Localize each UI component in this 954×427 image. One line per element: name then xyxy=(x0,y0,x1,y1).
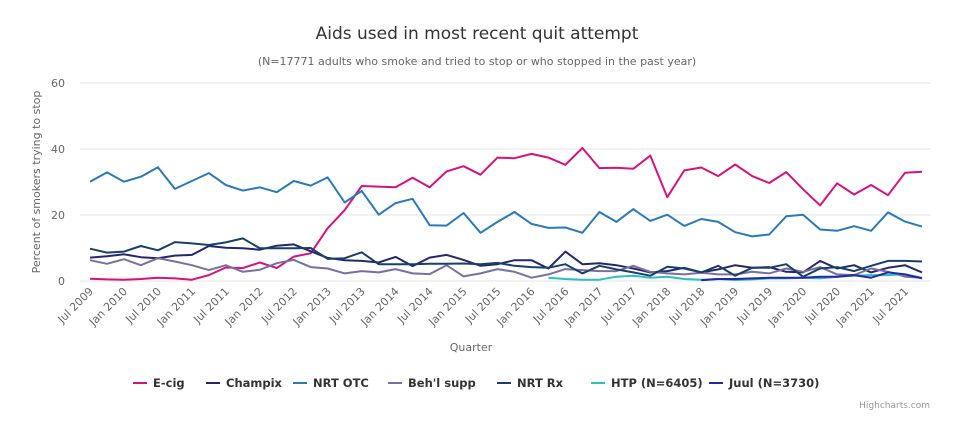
series-beh-l-supp[interactable] xyxy=(89,257,923,279)
gridlines xyxy=(80,82,931,282)
legend-label: Juul (N=3730) xyxy=(728,376,819,390)
series-line[interactable] xyxy=(89,166,923,238)
legend-item[interactable]: Juul (N=3730) xyxy=(709,376,819,390)
legend-item[interactable]: Beh'l supp xyxy=(388,376,476,390)
y-axis-ticks: 0 20 40 60 xyxy=(51,77,65,288)
series-e-cig[interactable] xyxy=(89,147,923,281)
legend-item[interactable]: Champix xyxy=(206,376,283,390)
series-line[interactable] xyxy=(89,257,923,279)
series-lines xyxy=(89,147,923,282)
series-line[interactable] xyxy=(89,237,923,278)
series-line[interactable] xyxy=(89,147,923,281)
legend-item[interactable]: E-cig xyxy=(133,376,185,390)
y-tick-label: 20 xyxy=(51,209,65,222)
y-tick-label: 40 xyxy=(51,143,65,156)
legend-item[interactable]: HTP (N=6405) xyxy=(591,376,703,390)
x-axis-title: Quarter xyxy=(450,341,493,354)
legend: E-cig Champix NRT OTC Beh'l supp NRT Rx HTP (… xyxy=(133,376,819,390)
y-axis-title: Percent of smokers trying to stop xyxy=(30,91,43,274)
legend-label: NRT Rx xyxy=(517,376,564,390)
series-line[interactable] xyxy=(89,243,923,274)
series-nrt-rx[interactable] xyxy=(89,237,923,278)
series-nrt-otc[interactable] xyxy=(89,166,923,238)
legend-label: Champix xyxy=(226,376,283,390)
chart-title: Aids used in most recent quit attempt xyxy=(316,24,639,44)
chart-subtitle: (N=17771 adults who smoke and tried to s… xyxy=(258,55,696,68)
legend-item[interactable]: NRT OTC xyxy=(293,376,369,390)
legend-label: Beh'l supp xyxy=(408,376,476,390)
credits-link[interactable]: Highcharts.com xyxy=(859,401,930,411)
series-line[interactable] xyxy=(701,271,923,282)
legend-label: E-cig xyxy=(153,376,185,390)
x-tick-label: Jul 2021 xyxy=(870,285,912,327)
legend-label: HTP (N=6405) xyxy=(611,376,703,390)
legend-item[interactable]: NRT Rx xyxy=(497,376,564,390)
legend-label: NRT OTC xyxy=(313,376,369,390)
y-tick-label: 0 xyxy=(58,275,65,288)
y-tick-label: 60 xyxy=(51,77,65,90)
series-juul-n-3730-[interactable] xyxy=(701,271,923,282)
